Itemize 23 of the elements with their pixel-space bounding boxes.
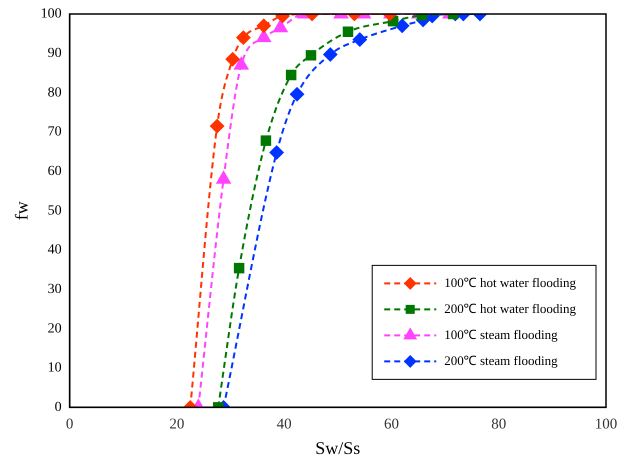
y-tick-label: 50 bbox=[48, 203, 62, 218]
x-tick-label: 40 bbox=[276, 416, 292, 432]
y-tick-label: 10 bbox=[48, 360, 62, 376]
y-tick-label: 70 bbox=[48, 124, 62, 140]
y-axis-title: fw bbox=[12, 201, 32, 220]
x-tick-label: 100 bbox=[594, 416, 618, 432]
y-tick-label: 0 bbox=[54, 400, 62, 416]
legend-label: 200℃ steam flooding bbox=[444, 352, 558, 368]
x-tick-label: 80 bbox=[491, 416, 506, 432]
legend-label: 200℃ hot water flooding bbox=[444, 300, 576, 316]
x-tick-label: 0 bbox=[66, 416, 74, 432]
x-axis-title: Sw/Ss bbox=[315, 438, 360, 458]
y-tick-label: 80 bbox=[48, 85, 62, 100]
legend-label: 100℃ hot water flooding bbox=[444, 274, 576, 290]
y-tick-label: 60 bbox=[48, 164, 62, 180]
y-tick-label: 100 bbox=[40, 6, 62, 22]
y-tick-label: 20 bbox=[48, 321, 62, 336]
x-tick-label: 20 bbox=[169, 416, 184, 432]
x-tick-label: 60 bbox=[384, 416, 399, 432]
y-tick-label: 30 bbox=[48, 282, 62, 298]
y-tick-label: 40 bbox=[48, 242, 62, 258]
legend-label: 100℃ steam flooding bbox=[444, 326, 558, 342]
y-tick-label: 90 bbox=[48, 46, 62, 62]
